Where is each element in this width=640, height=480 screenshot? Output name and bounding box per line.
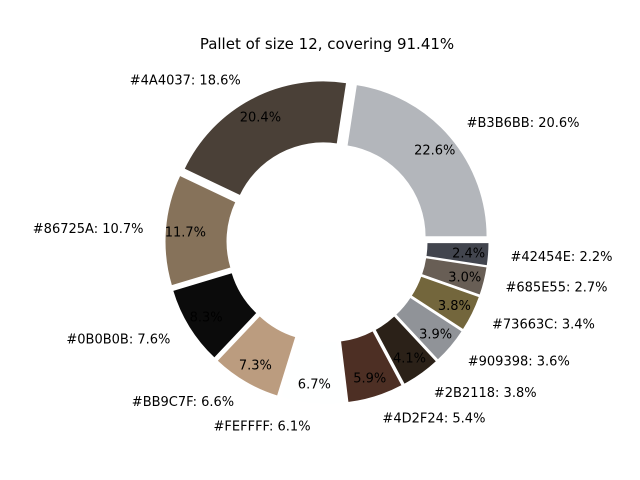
slice-percent-label: 3.8% <box>438 299 471 314</box>
slice-percent-label: 3.9% <box>419 327 452 342</box>
pie-slice <box>164 174 237 287</box>
slice-outer-label: #4D2F24: 5.4% <box>382 411 485 426</box>
pie-slice <box>374 315 438 385</box>
pie-slice <box>346 83 488 238</box>
slice-outer-label: #0B0B0B: 7.6% <box>66 333 170 348</box>
pie-slice <box>183 80 348 197</box>
pie-slice <box>339 330 403 404</box>
pie-slice <box>280 337 346 405</box>
slice-outer-label: #909398: 3.6% <box>468 355 570 370</box>
pie-slice <box>395 296 463 361</box>
slice-percent-label: 2.4% <box>452 247 485 262</box>
slice-outer-label: #685E55: 2.7% <box>506 281 608 296</box>
pie-slice <box>425 242 490 267</box>
slice-outer-label: #FEFFFF: 6.1% <box>214 419 311 434</box>
slice-outer-label: #B3B6BB: 20.6% <box>467 116 580 131</box>
slice-percent-label: 5.9% <box>353 371 386 386</box>
pie-slice <box>216 315 297 397</box>
slice-outer-label: #86725A: 10.7% <box>33 222 144 237</box>
slice-percent-label: 7.3% <box>239 359 272 374</box>
slice-percent-label: 11.7% <box>165 225 206 240</box>
pie-slice <box>420 257 488 296</box>
slice-percent-label: 6.7% <box>298 377 331 392</box>
slice-outer-label: #4A4037: 18.6% <box>130 73 241 88</box>
slices-group: 22.6% #B3B6BB: 20.6% 20.4% #4A4037: 18.6% 11… <box>33 73 613 434</box>
slice-percent-label: 8.3% <box>190 311 223 326</box>
pie-slice <box>172 272 258 359</box>
slice-percent-label: 22.6% <box>414 144 455 159</box>
slice-outer-label: #BB9C7F: 6.6% <box>132 395 234 410</box>
slice-percent-label: 3.0% <box>448 270 481 285</box>
slice-outer-label: #42454E: 2.2% <box>510 250 612 265</box>
slice-percent-label: 20.4% <box>240 111 281 126</box>
pie-slice <box>410 275 481 331</box>
slice-outer-label: #2B2118: 3.8% <box>434 386 537 401</box>
slice-outer-label: #73663C: 3.4% <box>492 317 595 332</box>
chart-title: Pallet of size 12, covering 91.41% <box>200 35 454 53</box>
slice-percent-label: 4.1% <box>393 352 426 367</box>
